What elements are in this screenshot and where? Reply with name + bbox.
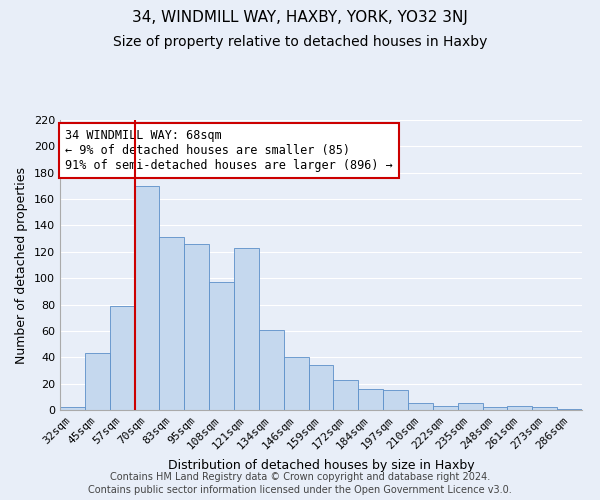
Bar (184, 244, 209, 410)
Bar (334, 380, 358, 410)
Bar (209, 282, 234, 410)
Bar (134, 186, 160, 410)
Bar (234, 248, 259, 410)
Text: 34, WINDMILL WAY, HAXBY, YORK, YO32 3NJ: 34, WINDMILL WAY, HAXBY, YORK, YO32 3NJ (132, 10, 468, 25)
Bar (408, 404, 433, 410)
Text: 34 WINDMILL WAY: 68sqm
← 9% of detached houses are smaller (85)
91% of semi-deta: 34 WINDMILL WAY: 68sqm ← 9% of detached … (65, 128, 393, 172)
Bar (557, 408, 582, 410)
Bar (60, 408, 85, 410)
Bar (284, 358, 308, 410)
X-axis label: Distribution of detached houses by size in Haxby: Distribution of detached houses by size … (167, 459, 475, 472)
Y-axis label: Number of detached properties: Number of detached properties (16, 166, 28, 364)
Text: Contains HM Land Registry data © Crown copyright and database right 2024.: Contains HM Land Registry data © Crown c… (110, 472, 490, 482)
Bar (259, 330, 284, 410)
Bar (308, 365, 334, 410)
Bar (458, 404, 482, 410)
Text: Contains public sector information licensed under the Open Government Licence v3: Contains public sector information licen… (88, 485, 512, 495)
Text: Size of property relative to detached houses in Haxby: Size of property relative to detached ho… (113, 35, 487, 49)
Bar (358, 389, 383, 410)
Bar (110, 306, 134, 410)
Bar (482, 408, 508, 410)
Bar (433, 406, 458, 410)
Bar (383, 390, 408, 410)
Bar (160, 238, 184, 410)
Bar (85, 354, 110, 410)
Bar (508, 406, 532, 410)
Bar (532, 408, 557, 410)
